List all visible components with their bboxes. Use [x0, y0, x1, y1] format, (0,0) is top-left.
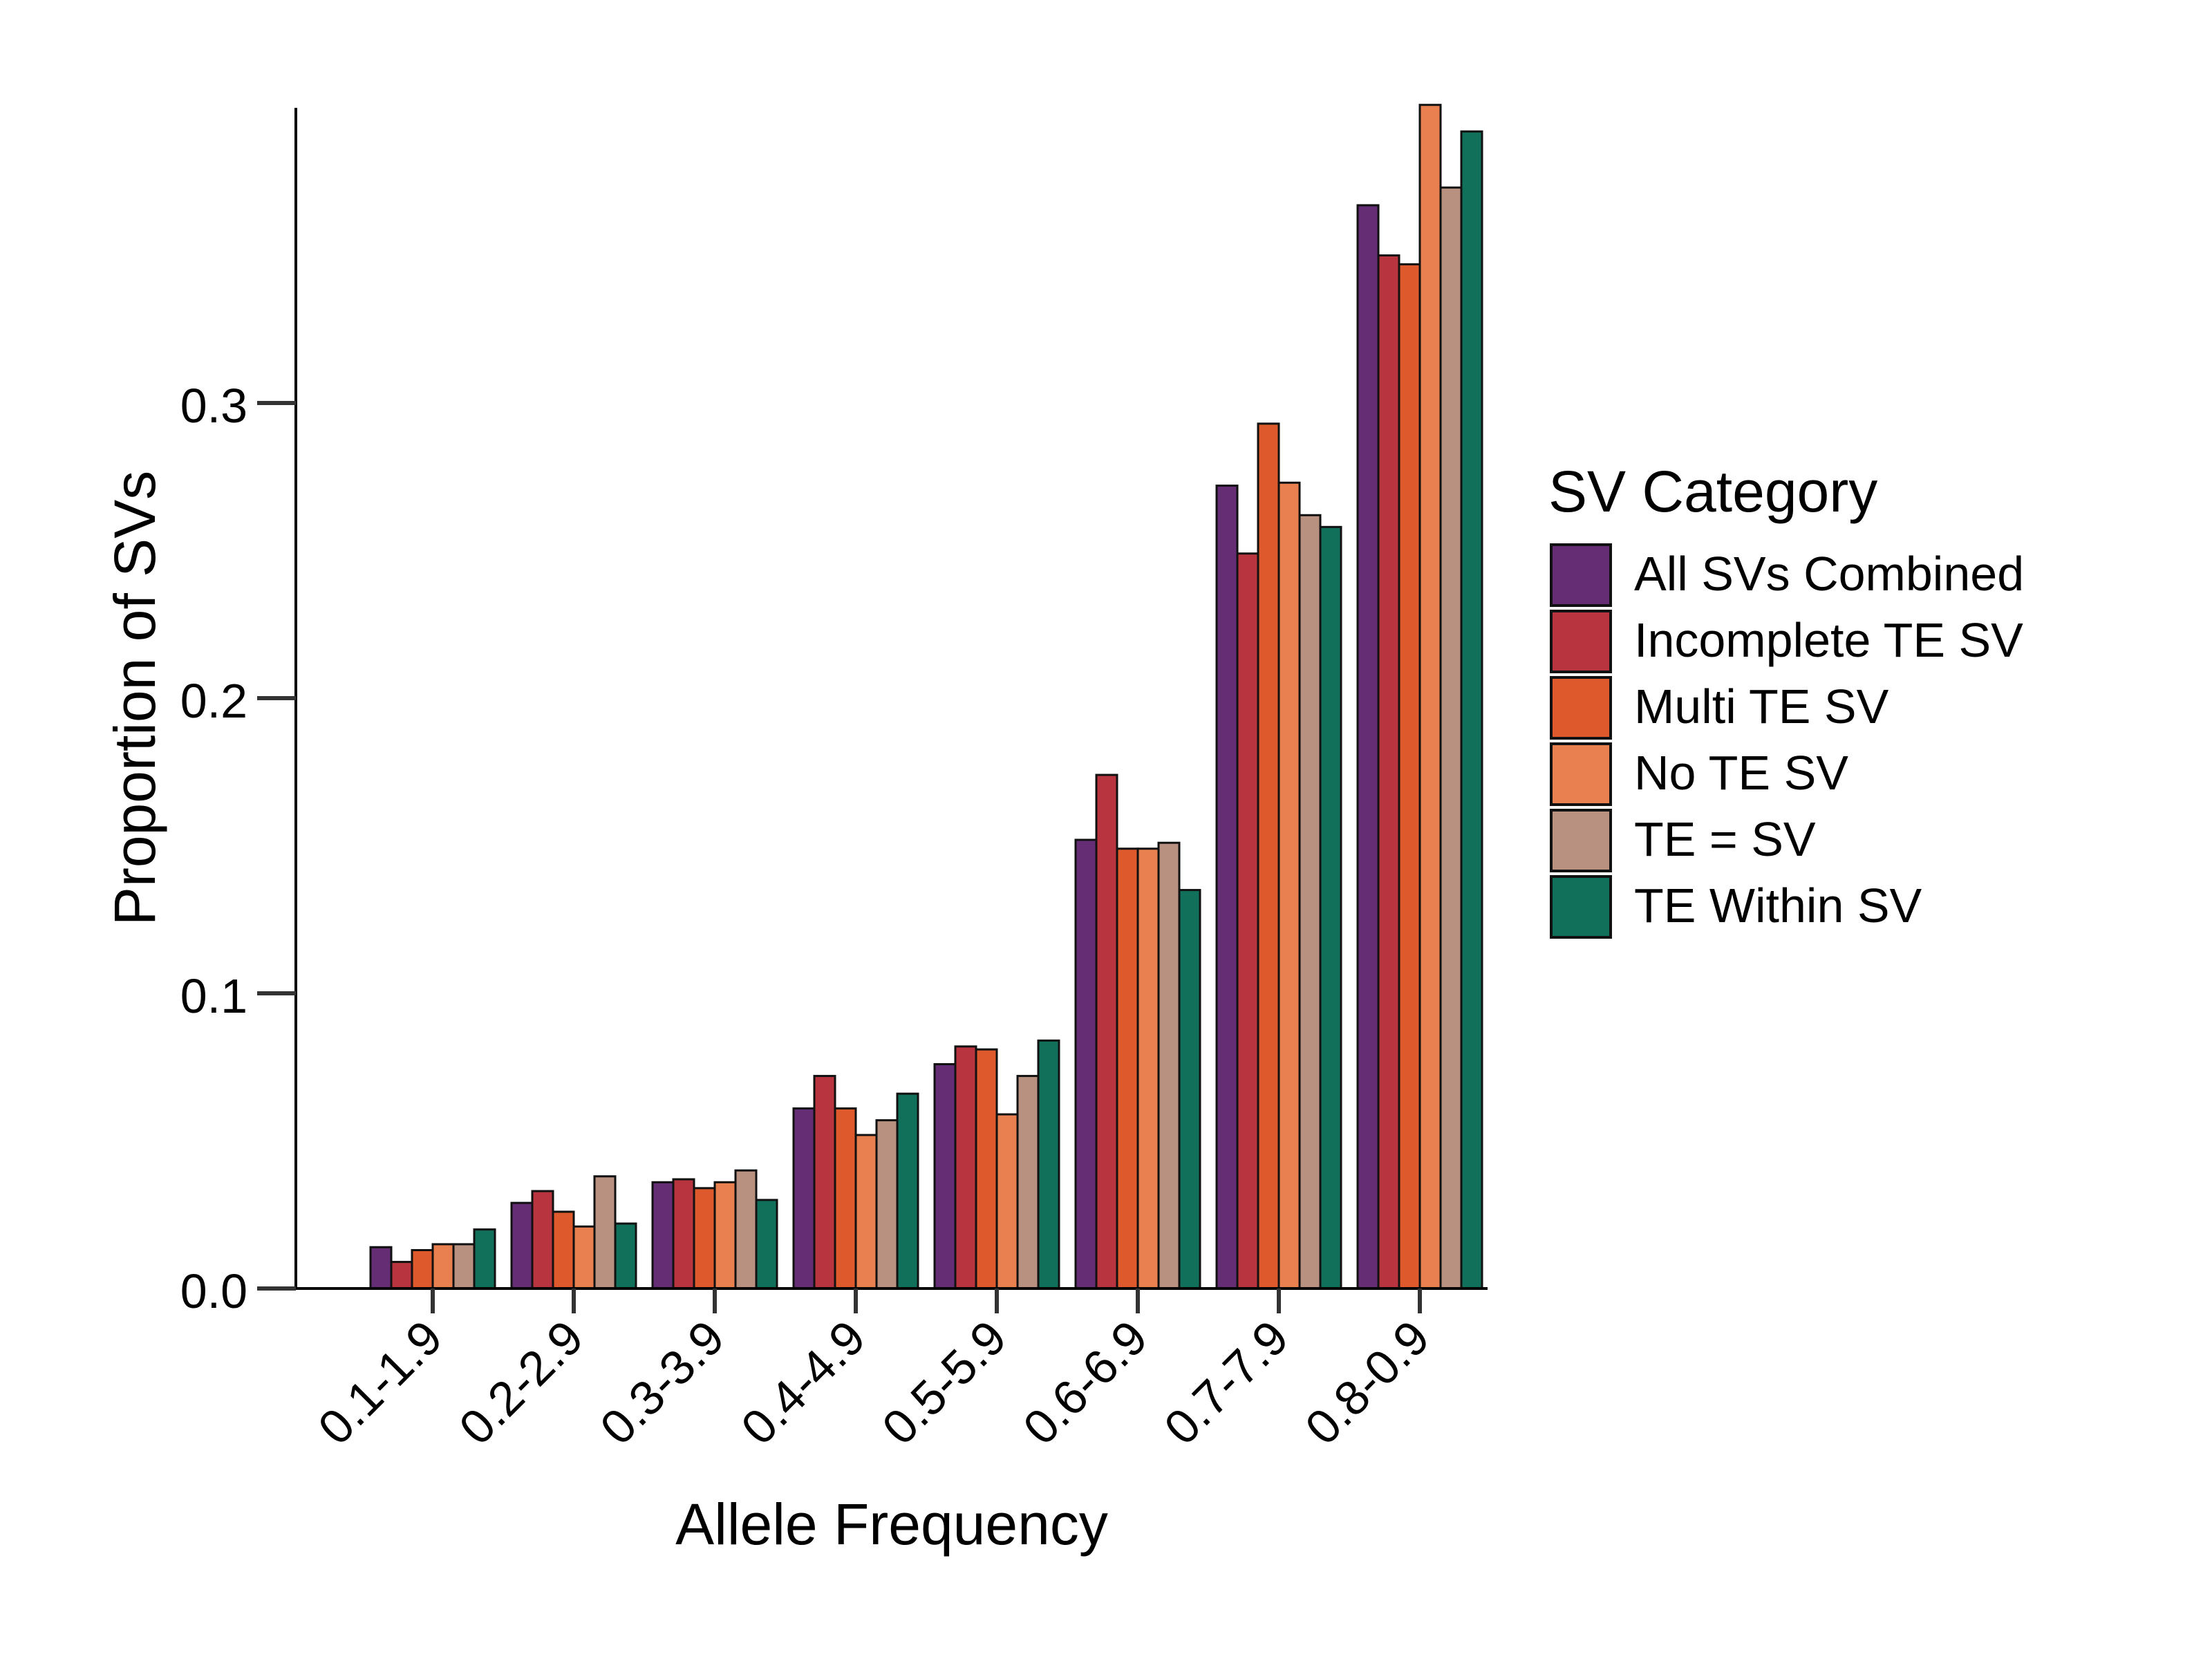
- bar-no-te-sv-1: [572, 1225, 596, 1290]
- bar-incomplete-te-sv-6: [1236, 552, 1259, 1290]
- bar-all-svs-combined-1: [510, 1201, 534, 1290]
- bar-all-svs-combined-7: [1356, 204, 1380, 1290]
- x-axis-title: Allele Frequency: [675, 1492, 1108, 1557]
- bar-incomplete-te-sv-0: [390, 1261, 413, 1290]
- y-tick-label: 0.2: [180, 674, 247, 728]
- y-tick-label: 0.0: [180, 1264, 247, 1318]
- x-tick-label: 0.7-7.9: [1154, 1310, 1298, 1454]
- legend-swatch: [1550, 742, 1612, 806]
- bar-multi-te-sv-2: [693, 1187, 716, 1290]
- bar-all-svs-combined-2: [651, 1181, 675, 1290]
- bar-te-within-sv-6: [1319, 525, 1342, 1290]
- bar-incomplete-te-sv-2: [672, 1178, 695, 1290]
- bar-te-within-sv-4: [1037, 1039, 1060, 1290]
- y-ticks-group: 0.0 0.1 0.2 0.3: [180, 379, 296, 1318]
- bar-te-sv-4: [1016, 1075, 1040, 1290]
- bar-multi-te-sv-3: [834, 1107, 857, 1290]
- bar-no-te-sv-6: [1277, 481, 1301, 1290]
- legend-title: SV Category: [1548, 459, 1877, 524]
- bar-te-sv-7: [1439, 186, 1463, 1290]
- legend: SV Category All SVs Combined Incomplete T…: [1548, 459, 2024, 939]
- bar-incomplete-te-sv-7: [1377, 254, 1400, 1290]
- legend-swatch: [1550, 875, 1612, 939]
- legend-swatch: [1550, 610, 1612, 673]
- legend-label: No TE SV: [1634, 746, 1848, 800]
- bar-multi-te-sv-0: [411, 1248, 434, 1290]
- bar-multi-te-sv-4: [975, 1048, 998, 1290]
- bar-te-within-sv-3: [896, 1092, 919, 1290]
- bar-multi-te-sv-6: [1257, 422, 1280, 1290]
- bar-te-sv-3: [875, 1119, 899, 1290]
- bar-no-te-sv-3: [854, 1134, 878, 1290]
- bar-all-svs-combined-6: [1215, 485, 1239, 1290]
- bar-te-sv-1: [593, 1175, 617, 1290]
- legend-swatch: [1550, 809, 1612, 872]
- x-tick-label: 0.1-1.9: [308, 1310, 452, 1454]
- bar-all-svs-combined-0: [369, 1246, 393, 1290]
- bar-no-te-sv-4: [995, 1113, 1019, 1290]
- legend-label: Multi TE SV: [1634, 679, 1889, 733]
- legend-label: TE Within SV: [1634, 879, 1922, 932]
- x-tick-label: 0.6-6.9: [1013, 1310, 1157, 1454]
- x-tick-label: 0.8-0.9: [1295, 1310, 1439, 1454]
- bar-all-svs-combined-4: [933, 1062, 957, 1290]
- bar-te-sv-6: [1298, 514, 1322, 1290]
- bar-te-sv-0: [452, 1243, 476, 1290]
- bar-no-te-sv-7: [1418, 104, 1442, 1290]
- bar-te-sv-5: [1157, 841, 1181, 1290]
- x-tick-label: 0.3-3.9: [590, 1310, 734, 1454]
- bar-no-te-sv-0: [431, 1243, 455, 1290]
- bar-incomplete-te-sv-5: [1095, 774, 1118, 1290]
- bar-te-sv-2: [734, 1169, 758, 1290]
- bar-te-within-sv-1: [614, 1222, 637, 1290]
- x-ticks-group: 0.1-1.90.2-2.90.3-3.90.4-4.90.5-5.90.6-6…: [308, 1288, 1440, 1455]
- bar-multi-te-sv-7: [1398, 263, 1421, 1290]
- legend-label: All SVs Combined: [1634, 547, 2024, 601]
- bar-te-within-sv-2: [755, 1199, 778, 1290]
- bar-te-within-sv-7: [1460, 130, 1483, 1290]
- y-tick-label: 0.1: [180, 969, 247, 1023]
- legend-label: Incomplete TE SV: [1634, 613, 2023, 667]
- bar-te-within-sv-0: [473, 1228, 496, 1290]
- bar-no-te-sv-2: [713, 1181, 737, 1290]
- x-tick-label: 0.4-4.9: [731, 1310, 875, 1454]
- bar-all-svs-combined-5: [1074, 838, 1098, 1290]
- bar-incomplete-te-sv-1: [531, 1190, 554, 1290]
- bar-te-within-sv-5: [1178, 889, 1201, 1290]
- bar-incomplete-te-sv-3: [813, 1075, 836, 1290]
- bar-incomplete-te-sv-4: [954, 1045, 977, 1290]
- bar-all-svs-combined-3: [792, 1107, 816, 1290]
- bar-no-te-sv-5: [1136, 847, 1160, 1290]
- y-axis-title: Proportion of SVs: [102, 471, 167, 926]
- bar-multi-te-sv-5: [1116, 847, 1139, 1290]
- y-tick-label: 0.3: [180, 379, 247, 433]
- legend-swatch: [1550, 676, 1612, 740]
- legend-label: TE = SV: [1634, 812, 1816, 866]
- legend-swatch: [1550, 543, 1612, 607]
- bars-group: [369, 104, 1483, 1290]
- x-tick-label: 0.2-2.9: [449, 1310, 593, 1454]
- bar-multi-te-sv-1: [552, 1210, 575, 1290]
- x-tick-label: 0.5-5.9: [872, 1310, 1016, 1454]
